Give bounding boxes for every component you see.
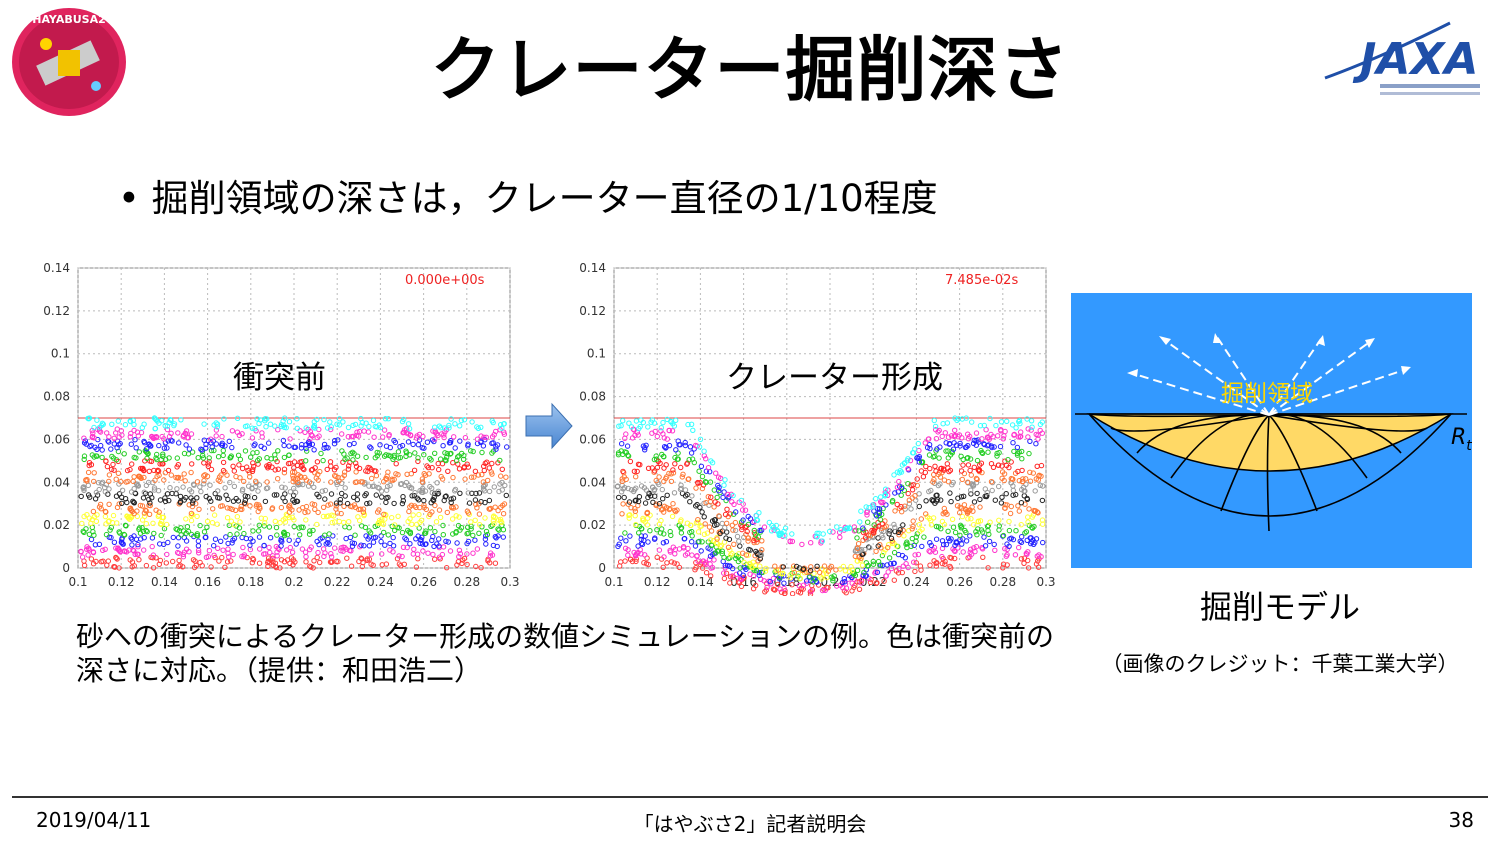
x-tick-label: 0.16 (730, 575, 757, 589)
y-tick-label: 0.08 (579, 390, 606, 404)
bullet-point: • 掘削領域の深さは，クレーター直径の1/10程度 (118, 177, 938, 220)
y-tick-label: 0.02 (43, 518, 70, 532)
y-tick-label: 0.12 (43, 304, 70, 318)
x-tick-label: 0.14 (151, 575, 178, 589)
particle-layer (78, 490, 509, 507)
x-tick-label: 0.26 (946, 575, 973, 589)
particle-layer (619, 468, 1044, 553)
x-tick-label: 0.2 (284, 575, 303, 589)
x-tick-label: 0.1 (68, 575, 87, 589)
y-tick-label: 0.02 (579, 518, 606, 532)
footer-divider (12, 796, 1488, 798)
particle-layer (81, 554, 499, 571)
particle-layer (622, 522, 1037, 585)
jaxa-logo: JAXA (1320, 18, 1485, 108)
x-tick-label: 0.12 (108, 575, 135, 589)
x-tick-label: 0.18 (237, 575, 264, 589)
plot-after-time: 7.485e-02s (945, 273, 1019, 288)
y-tick-label: 0.06 (43, 432, 70, 446)
y-tick-label: 0.06 (579, 432, 606, 446)
x-tick-label: 0.24 (367, 575, 394, 589)
particle-layer (80, 479, 508, 496)
x-tick-label: 0.28 (989, 575, 1016, 589)
x-tick-label: 0.24 (903, 575, 930, 589)
plot-after-label: クレーター形成 (726, 360, 943, 396)
y-tick-label: 0 (598, 561, 606, 575)
particle-layer (616, 490, 1046, 574)
plot-before-label: 衝突前 (233, 360, 326, 396)
mission-badge-text: HAYABUSA2 (32, 13, 106, 26)
model-label: 掘削モデル (1199, 588, 1360, 626)
y-tick-label: 0 (62, 561, 70, 575)
particle-layer (90, 501, 508, 517)
simulation-plot-before: 0.1 0.12 0.14 0.16 0.18 0.2 0.22 0.24 0.26 0.28 0.… (30, 256, 520, 596)
y-tick-label: 0.1 (51, 347, 70, 361)
particle-layer (83, 468, 509, 486)
particle-layer (85, 415, 507, 432)
hayabusa2-mission-badge: HAYABUSA2 (10, 6, 128, 118)
image-credit: （画像のクレジット：千葉工業大学） (1101, 652, 1459, 676)
figure-caption: 砂への衝突によるクレーター形成の数値シミュレーションの例。色は衝突前の深さに対応… (76, 620, 1055, 687)
excavation-model-diagram: 掘削領域 Rt (1071, 293, 1472, 568)
streamlines (1088, 413, 1452, 532)
particle-layer (615, 533, 1046, 586)
particle-layer (80, 522, 507, 539)
particle-layer (619, 437, 1039, 534)
y-tick-label: 0.04 (43, 475, 70, 489)
y-tick-label: 0.1 (587, 347, 606, 361)
plot-before-time: 0.000e+00s (405, 273, 485, 288)
transition-arrow-icon (524, 402, 574, 450)
jaxa-logo-text: JAXA (1352, 34, 1478, 85)
model-region-label: 掘削領域 (1221, 381, 1313, 407)
ejecta-arrowheads (1127, 333, 1411, 377)
particle-layer (615, 447, 1032, 541)
footer-page-number: 38 (1448, 808, 1474, 832)
x-tick-label: 0.26 (410, 575, 437, 589)
particle-layer (616, 415, 1045, 544)
x-tick-label: 0.12 (644, 575, 671, 589)
x-tick-label: 0.3 (1036, 575, 1055, 589)
x-tick-label: 0.22 (324, 575, 351, 589)
model-radius-subscript: t (1466, 438, 1472, 454)
particle-layer (88, 533, 506, 550)
y-tick-label: 0.04 (579, 475, 606, 489)
particle-layer (79, 511, 505, 528)
x-tick-label: 0.28 (453, 575, 480, 589)
model-radius-label: Rt (1451, 425, 1472, 454)
x-tick-label: 0.16 (194, 575, 221, 589)
y-tick-label: 0.12 (579, 304, 606, 318)
x-tick-label: 0.1 (604, 575, 623, 589)
y-tick-label: 0.14 (43, 261, 70, 275)
ejecta-arrows (1130, 336, 1408, 416)
x-tick-label: 0.14 (687, 575, 714, 589)
particle-layer (620, 458, 1045, 544)
y-tick-label: 0.14 (579, 261, 606, 275)
simulation-plot-after: 0.1 0.12 0.14 0.16 0.18 0.2 0.22 0.24 0.26 0.28 0.… (566, 256, 1056, 597)
y-tick-label: 0.08 (43, 390, 70, 404)
particle-layer (614, 479, 1046, 558)
particle-layer (86, 458, 505, 475)
footer-date: 2019/04/11 (36, 808, 152, 832)
x-tick-label: 0.3 (500, 575, 519, 589)
particle-layer (81, 426, 508, 442)
footer-event: 「はやぶさ2」記者説明会 (633, 812, 867, 836)
page-title: クレーター掘削深さ (430, 29, 1070, 111)
particle-layer (78, 543, 496, 560)
